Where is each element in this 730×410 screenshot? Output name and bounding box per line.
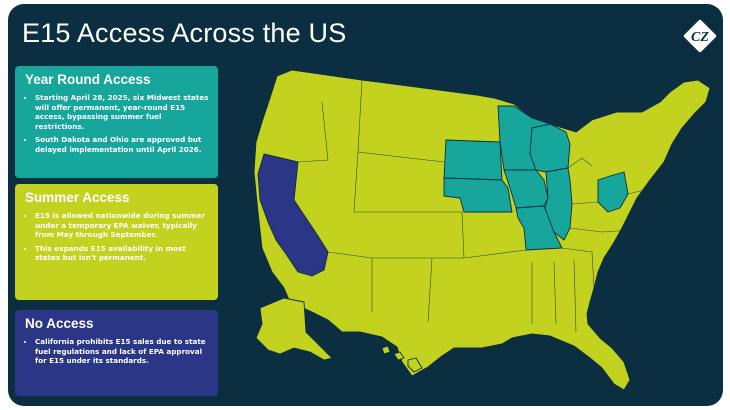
infographic-card: E15 Access Across the US CZ Year Round A…	[8, 4, 723, 406]
legend-summer-bullet: E15 is allowed nationwide during summer …	[35, 211, 210, 240]
map-illinois	[543, 167, 573, 241]
legend-summer-heading: Summer Access	[25, 190, 130, 205]
map-nebraska	[443, 177, 513, 213]
page-title: E15 Access Across the US	[22, 18, 347, 48]
map-iowa	[503, 169, 549, 209]
legend-year-round: Year Round Access Starting April 28, 202…	[15, 66, 218, 178]
map-california	[257, 153, 329, 277]
us-map	[253, 69, 711, 391]
legend-summer-bullet: This expands E15 availability in most st…	[35, 244, 210, 263]
legend-year-round-bullet: South Dakota and Ohio are approved but d…	[35, 135, 210, 154]
cz-diamond-logo-icon: CZ	[682, 18, 718, 54]
map-wisconsin	[529, 123, 571, 173]
map-ohio	[597, 171, 629, 213]
svg-text:CZ: CZ	[691, 30, 709, 45]
legend-year-round-heading: Year Round Access	[25, 72, 151, 87]
legend-no-access-bullet: California prohibits E15 sales due to st…	[35, 337, 210, 366]
map-missouri	[515, 205, 563, 251]
map-alaska	[255, 297, 333, 361]
legend-no-access: No Access California prohibits E15 sales…	[15, 310, 218, 396]
legend-year-round-bullet: Starting April 28, 2025, six Midwest sta…	[35, 93, 210, 131]
legend-no-access-heading: No Access	[25, 316, 94, 331]
legend-summer: Summer Access E15 is allowed nationwide …	[15, 184, 218, 300]
map-summer-region	[253, 69, 711, 391]
map-south-dakota	[443, 139, 503, 181]
map-hawaii	[381, 345, 423, 373]
